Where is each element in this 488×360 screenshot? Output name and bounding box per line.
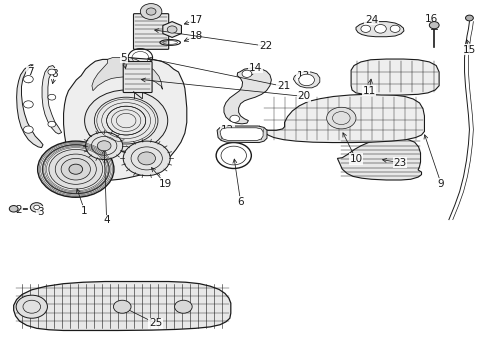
Text: 19: 19 bbox=[158, 179, 172, 189]
Text: 24: 24 bbox=[364, 15, 378, 25]
Polygon shape bbox=[220, 128, 263, 140]
Circle shape bbox=[34, 205, 40, 210]
Circle shape bbox=[242, 70, 251, 77]
Polygon shape bbox=[92, 58, 162, 91]
Text: 5: 5 bbox=[120, 53, 127, 63]
Circle shape bbox=[298, 74, 314, 86]
Text: 15: 15 bbox=[462, 45, 475, 55]
Polygon shape bbox=[337, 139, 421, 180]
Text: 11: 11 bbox=[362, 86, 375, 96]
Text: 1: 1 bbox=[81, 206, 88, 216]
Circle shape bbox=[465, 15, 472, 21]
Text: 4: 4 bbox=[103, 215, 110, 225]
Polygon shape bbox=[293, 72, 319, 88]
Text: 2: 2 bbox=[15, 204, 22, 215]
Text: 18: 18 bbox=[189, 31, 203, 41]
FancyBboxPatch shape bbox=[123, 62, 152, 93]
Circle shape bbox=[23, 126, 33, 133]
Polygon shape bbox=[42, 66, 61, 134]
Circle shape bbox=[326, 107, 355, 129]
Circle shape bbox=[49, 149, 102, 189]
Circle shape bbox=[48, 69, 56, 75]
Polygon shape bbox=[224, 68, 271, 124]
Circle shape bbox=[123, 141, 170, 176]
Circle shape bbox=[229, 115, 239, 122]
Circle shape bbox=[428, 22, 438, 29]
Circle shape bbox=[30, 203, 43, 212]
Circle shape bbox=[16, 295, 47, 318]
Text: 3: 3 bbox=[37, 207, 43, 217]
Polygon shape bbox=[350, 59, 438, 95]
Text: 20: 20 bbox=[297, 91, 310, 102]
Circle shape bbox=[167, 26, 177, 33]
Text: 6: 6 bbox=[237, 197, 244, 207]
Text: 21: 21 bbox=[276, 81, 290, 91]
Text: 23: 23 bbox=[392, 158, 406, 168]
Text: 14: 14 bbox=[248, 63, 262, 73]
Circle shape bbox=[85, 132, 122, 159]
Text: 22: 22 bbox=[258, 41, 272, 51]
Circle shape bbox=[138, 152, 155, 165]
Circle shape bbox=[389, 25, 399, 32]
Text: 12: 12 bbox=[220, 125, 234, 135]
Circle shape bbox=[23, 76, 33, 83]
Circle shape bbox=[69, 164, 82, 174]
Text: 17: 17 bbox=[189, 15, 203, 25]
Polygon shape bbox=[63, 58, 186, 180]
Polygon shape bbox=[217, 126, 266, 143]
Text: 25: 25 bbox=[148, 318, 162, 328]
Circle shape bbox=[374, 24, 386, 33]
Text: 16: 16 bbox=[424, 14, 437, 24]
Circle shape bbox=[113, 300, 131, 313]
Circle shape bbox=[9, 206, 18, 212]
Text: 10: 10 bbox=[349, 154, 362, 164]
Polygon shape bbox=[259, 94, 424, 143]
Text: 9: 9 bbox=[437, 179, 444, 189]
Circle shape bbox=[146, 8, 156, 15]
Circle shape bbox=[38, 141, 114, 197]
Text: 8: 8 bbox=[51, 69, 58, 79]
Circle shape bbox=[360, 25, 370, 32]
FancyBboxPatch shape bbox=[133, 14, 168, 49]
Polygon shape bbox=[355, 22, 403, 37]
Polygon shape bbox=[17, 65, 43, 148]
Circle shape bbox=[140, 4, 162, 19]
Circle shape bbox=[48, 94, 56, 100]
Circle shape bbox=[97, 141, 111, 151]
Circle shape bbox=[23, 101, 33, 108]
Circle shape bbox=[61, 158, 90, 180]
Text: 13: 13 bbox=[296, 71, 309, 81]
Text: 7: 7 bbox=[27, 67, 34, 77]
Circle shape bbox=[48, 121, 56, 127]
Circle shape bbox=[84, 90, 167, 151]
Polygon shape bbox=[14, 282, 230, 330]
Circle shape bbox=[174, 300, 192, 313]
Polygon shape bbox=[163, 22, 181, 37]
